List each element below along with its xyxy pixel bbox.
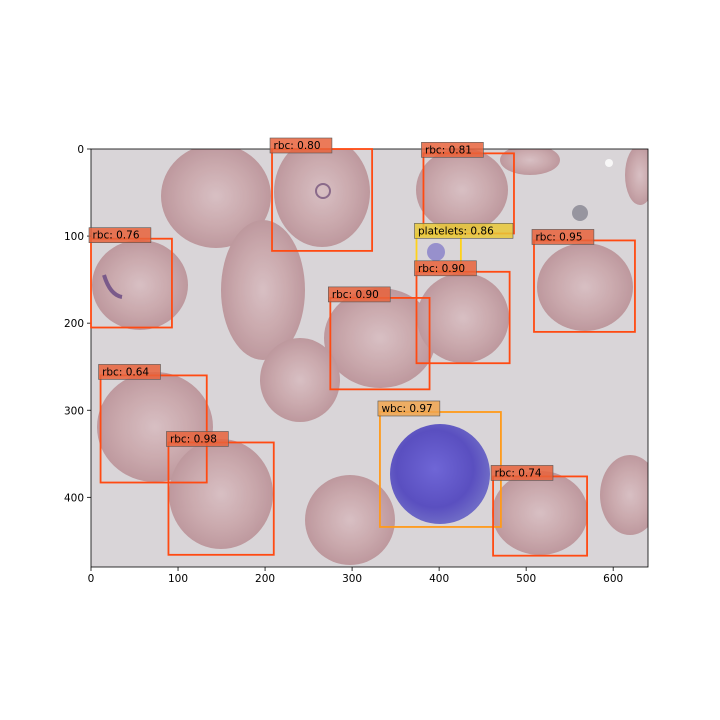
- rbc-detection-label: rbc: 0.90: [418, 263, 465, 275]
- rbc-label-box: [531, 229, 595, 245]
- y-tick-label: 100: [64, 231, 84, 243]
- wbc-detection-label: wbc: 0.97: [381, 403, 432, 415]
- rbc-detection-label: rbc: 0.76: [93, 230, 140, 242]
- y-tick-label: 300: [64, 405, 84, 417]
- y-tick-label: 200: [64, 318, 84, 330]
- rbc-label-box: [166, 431, 229, 447]
- rbc-label-box: [98, 364, 161, 380]
- rbc-label-box: [269, 137, 333, 154]
- micrograph-image: [91, 149, 648, 567]
- rbc-label-box: [421, 142, 484, 158]
- x-tick-label: 300: [342, 573, 362, 585]
- rbc-detection-label: rbc: 0.95: [535, 231, 582, 243]
- rbc-label-box: [490, 465, 554, 481]
- rbc-detection-label: rbc: 0.90: [332, 289, 379, 301]
- x-tick-label: 100: [168, 573, 188, 585]
- wbc-label-box: [377, 400, 441, 417]
- rbc-detection-label: rbc: 0.80: [274, 140, 321, 152]
- rbc-label-box: [328, 286, 391, 303]
- rbc-detection-label: rbc: 0.81: [425, 144, 472, 156]
- platelets-detection-label: platelets: 0.86: [418, 225, 494, 237]
- rbc-detection-label: rbc: 0.64: [102, 366, 149, 378]
- y-tick-label: 0: [77, 144, 84, 156]
- rbc-label-box: [88, 227, 152, 243]
- x-tick-label: 400: [429, 573, 449, 585]
- rbc-label-box: [414, 260, 477, 277]
- x-tick-label: 200: [255, 573, 275, 585]
- platelets-label-box: [414, 223, 514, 239]
- rbc-detection-label: rbc: 0.74: [495, 467, 542, 479]
- y-tick-label: 400: [64, 492, 84, 504]
- x-tick-label: 500: [516, 573, 536, 585]
- x-tick-label: 0: [88, 573, 95, 585]
- y-axis: 0 100 200 300 400: [64, 144, 91, 504]
- x-axis: 0 100 200 300 400 500 600: [88, 567, 623, 585]
- x-tick-label: 600: [603, 573, 623, 585]
- detection-labels: rbc: 0.80 rbc: 0.81 platelets: 0.86 rbc: 0.…: [88, 137, 595, 481]
- rbc-detection-label: rbc: 0.98: [170, 433, 217, 445]
